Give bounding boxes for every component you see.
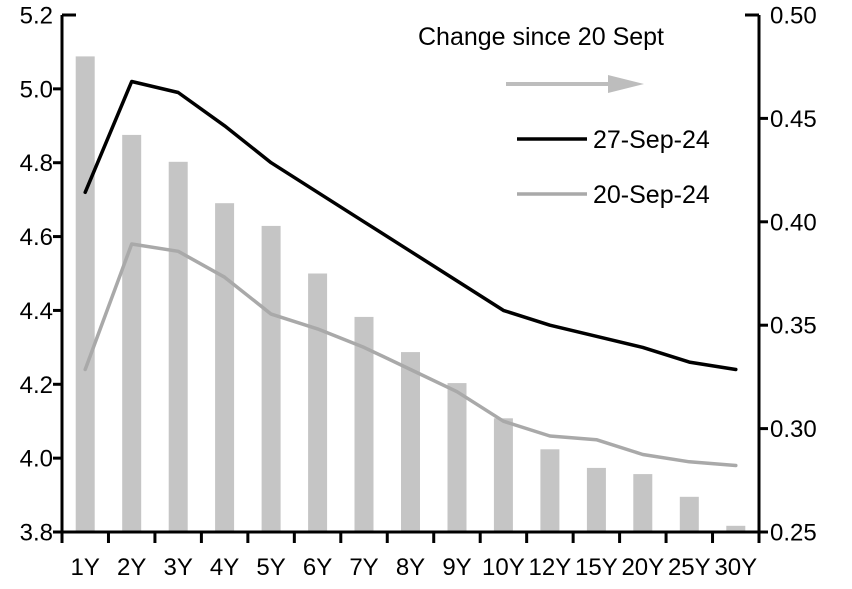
lines-layer (83, 79, 738, 468)
legend-label-20-sep-24: 20-Sep-24 (593, 181, 710, 209)
x-axis-label: 5Y (256, 554, 285, 581)
x-axis-label: 9Y (442, 554, 471, 581)
left-axis-tick-label: 3.8 (20, 520, 53, 547)
change-bar (586, 467, 606, 532)
right-axis-tick-label: 0.50 (770, 3, 817, 30)
change-bar (633, 474, 653, 532)
x-axis-label: 6Y (303, 554, 332, 581)
x-axis-label: 1Y (71, 554, 100, 581)
legend-change-title: Change since 20 Sept (418, 23, 664, 51)
legend: Change since 20 Sept 27-Sep-24 20-Sep-24 (418, 23, 710, 209)
change-bar (308, 273, 328, 532)
x-axis-label: 20Y (621, 554, 664, 581)
left-axis-tick-label: 4.2 (20, 372, 53, 399)
right-axis-tick-label: 0.30 (770, 416, 817, 443)
left-axis-tick-label: 4.6 (20, 224, 53, 251)
line-20-sep-24 (83, 242, 738, 468)
change-bar (540, 449, 560, 532)
left-axis-tick-label: 4.4 (20, 298, 53, 325)
left-axis-tick-label: 5.2 (20, 3, 53, 30)
change-bar (354, 316, 374, 532)
change-bar (75, 56, 95, 533)
right-axis-tick-label: 0.45 (770, 106, 817, 133)
line-27-sep-24 (83, 79, 738, 372)
left-axis-tick-label: 4.0 (20, 446, 53, 473)
change-bar (679, 496, 699, 532)
change-bar (261, 225, 281, 532)
change-bar (215, 203, 235, 532)
left-axis-tick-label: 4.8 (20, 150, 53, 177)
change-bar (726, 525, 746, 532)
axes-layer: 5.2 5.0 4.8 4.6 4.4 4.2 4.0 3.8 0.50 0.45 0.40 0.35… (20, 3, 817, 582)
x-axis-label: 12Y (529, 554, 572, 581)
legend-label-27-sep-24: 27-Sep-24 (593, 126, 710, 154)
x-axis-label: 4Y (210, 554, 239, 581)
x-axis-label: 25Y (668, 554, 711, 581)
x-axis-label: 10Y (482, 554, 525, 581)
change-bar (493, 418, 513, 532)
change-arrow-icon (506, 75, 644, 93)
bars-layer (75, 56, 746, 533)
change-bar (447, 383, 467, 532)
x-axis-label: 30Y (714, 554, 757, 581)
x-axis-label: 15Y (575, 554, 618, 581)
change-bar (122, 134, 142, 532)
right-axis-tick-label: 0.25 (770, 520, 817, 547)
left-axis-tick-label: 5.0 (20, 76, 53, 103)
right-axis-tick-label: 0.40 (770, 209, 817, 236)
x-axis-label: 2Y (117, 554, 146, 581)
x-axis-label: 3Y (164, 554, 193, 581)
x-axis-label: 8Y (396, 554, 425, 581)
x-axis-label: 7Y (349, 554, 378, 581)
change-bar (168, 161, 188, 533)
change-bar (401, 352, 420, 532)
right-axis-tick-label: 0.35 (770, 313, 817, 340)
